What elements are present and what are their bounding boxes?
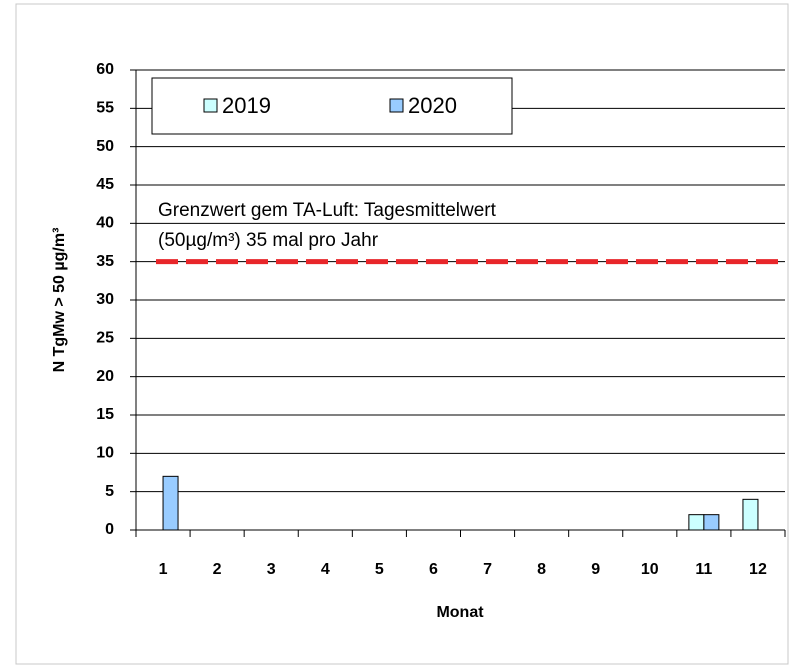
x-tick-label: 6: [429, 561, 438, 578]
y-tick-label: 45: [96, 176, 114, 193]
x-tick-label: 8: [537, 561, 546, 578]
legend-label: 2019: [222, 93, 271, 118]
bar: [688, 514, 705, 531]
bar: [703, 514, 720, 531]
y-tick-label: 20: [96, 368, 114, 385]
x-tick-label: 10: [641, 561, 659, 578]
y-tick-label: 30: [96, 291, 114, 308]
bar: [742, 498, 759, 531]
legend-label: 2020: [408, 93, 457, 118]
x-tick-label: 2: [213, 561, 222, 578]
x-tick-label: 5: [375, 561, 384, 578]
x-tick-label: 12: [749, 561, 767, 578]
x-tick-label: 3: [267, 561, 276, 578]
legend-swatch: [389, 98, 404, 113]
y-axis-label: N TgMw > 50 µg/m³: [51, 228, 68, 373]
y-tick-label: 5: [105, 483, 114, 500]
y-tick-label: 60: [96, 61, 114, 78]
x-tick-label: 7: [483, 561, 492, 578]
x-tick-label: 9: [591, 561, 600, 578]
y-tick-label: 50: [96, 138, 114, 155]
y-tick-label: 10: [96, 445, 114, 462]
annotation: Grenzwert gem TA-Luft: Tagesmittelwert: [158, 200, 497, 221]
y-tick-label: 35: [96, 253, 114, 270]
annotation: (50µg/m³) 35 mal pro Jahr: [158, 230, 379, 251]
y-tick-label: 55: [96, 100, 114, 117]
x-tick-label: 11: [695, 561, 712, 578]
y-tick-label: 15: [96, 406, 114, 423]
x-tick-label: 4: [321, 561, 330, 578]
legend-swatch: [203, 98, 218, 113]
x-tick-label: 1: [159, 561, 168, 578]
y-tick-label: 0: [105, 521, 114, 538]
x-axis-label: Monat: [436, 604, 484, 621]
bar: [162, 475, 179, 531]
y-tick-label: 40: [96, 215, 114, 232]
y-tick-label: 25: [96, 330, 114, 347]
